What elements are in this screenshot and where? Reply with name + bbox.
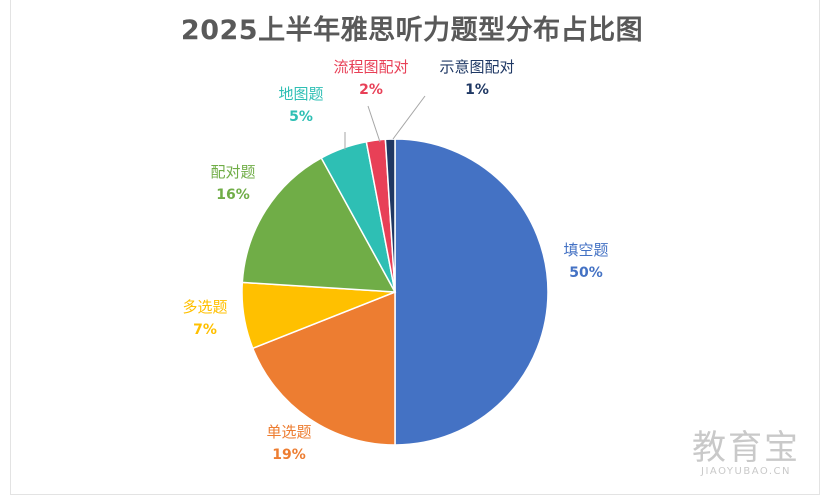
watermark: 教育宝 JIAOYUBAO.CN [692,430,800,477]
slice-category-label: 示意图配对 [439,58,514,76]
slice-value-label: 19% [272,447,306,463]
slice-value-label: 7% [193,322,217,338]
slice-category-label: 配对题 [210,163,255,181]
slice-category-label: 单选题 [266,423,311,441]
pie-slice [251,290,396,446]
watermark-domain: JIAOYUBAO.CN [701,466,791,477]
slice-value-label: 5% [289,109,313,125]
slice-value-label: 1% [465,82,489,98]
pie-slice [241,156,397,293]
pie-slice [384,138,396,293]
slice-value-label: 50% [569,265,603,281]
pie-slice [394,138,549,446]
slice-value-label: 16% [216,187,250,203]
leader-line [392,95,426,140]
slice-category-label: 地图题 [278,85,323,103]
slice-category-label: 填空题 [563,241,608,259]
slice-category-label: 流程图配对 [333,58,408,76]
chart-title: 2025上半年雅思听力题型分布占比图 [180,15,644,46]
watermark-logo-text: 教育宝 [692,428,800,468]
slice-value-label: 2% [359,82,383,98]
leader-line [367,105,381,143]
chart-frame [10,0,820,495]
slice-category-label: 多选题 [182,298,227,316]
